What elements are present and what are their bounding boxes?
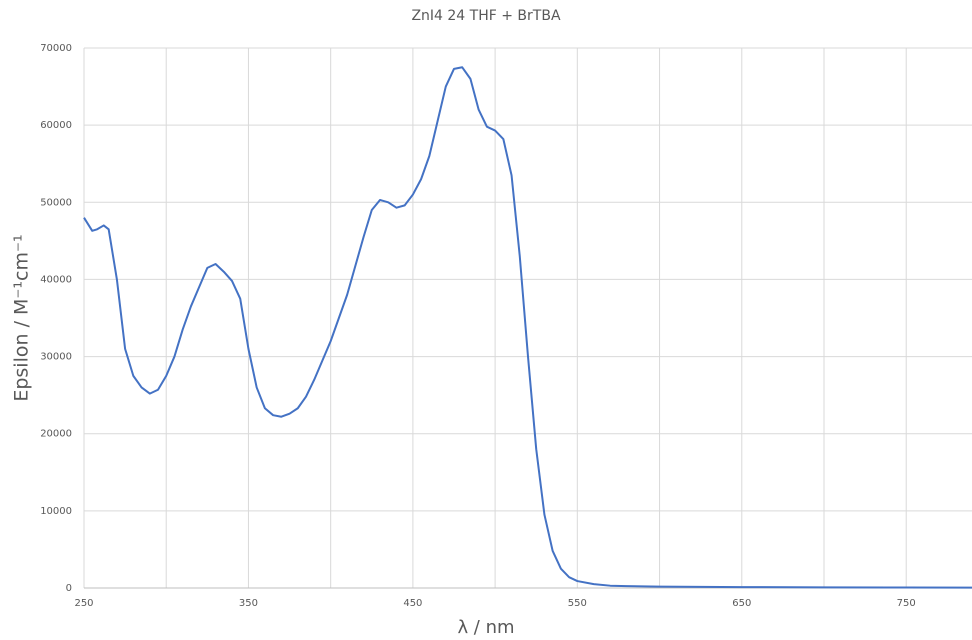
x-tick-label: 750 [897, 598, 916, 609]
y-tick-label: 70000 [40, 43, 72, 54]
data-line [83, 66, 972, 589]
y-tick-label: 30000 [40, 352, 72, 363]
y-tick-label: 0 [66, 583, 72, 594]
y-axis-label: Epsilon / M⁻¹cm⁻¹ [11, 234, 33, 401]
y-tick-label: 20000 [40, 429, 72, 440]
y-tick-label: 60000 [40, 120, 72, 131]
y-tick-label: 50000 [40, 197, 72, 208]
x-tick-label: 350 [239, 598, 258, 609]
x-tick-label: 550 [568, 598, 587, 609]
x-tick-label: 450 [403, 598, 422, 609]
x-axis-label: λ / nm [457, 617, 514, 636]
chart-title: ZnI4 24 THF + BrTBA [411, 8, 560, 24]
x-tick-label: 250 [74, 598, 93, 609]
x-tick-label: 650 [732, 598, 751, 609]
y-tick-label: 10000 [40, 506, 72, 517]
y-tick-label: 40000 [40, 274, 72, 285]
